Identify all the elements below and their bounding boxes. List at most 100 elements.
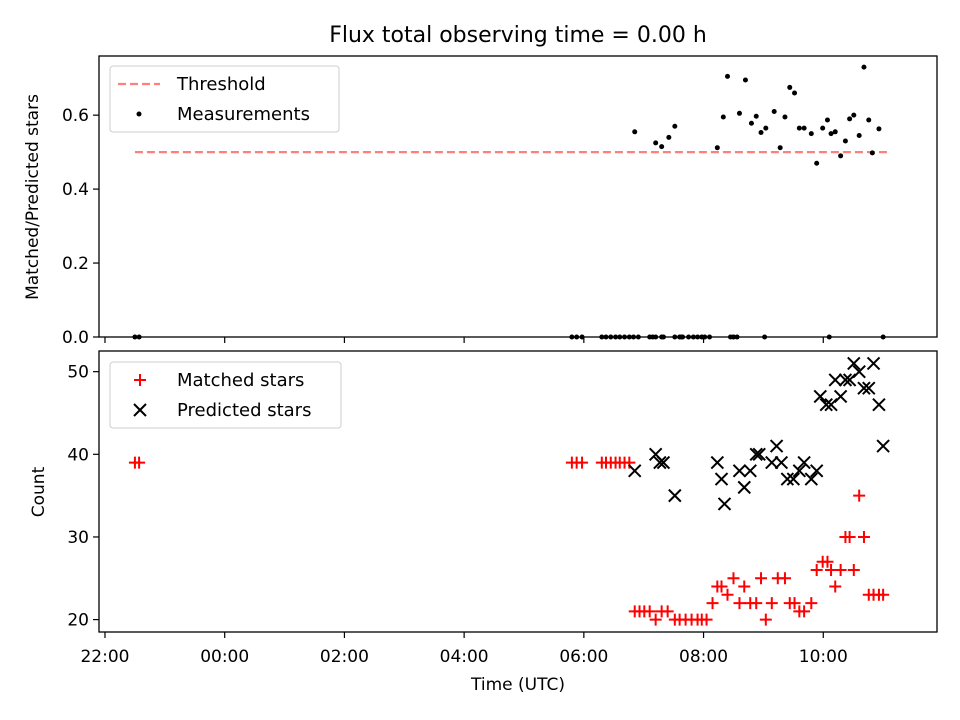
predicted-stars-point <box>857 381 871 395</box>
measurements-point <box>838 153 844 159</box>
matched-stars-point <box>661 605 674 618</box>
measurements-point <box>828 131 834 137</box>
measurements-point <box>742 77 748 83</box>
measurements-point <box>861 64 867 70</box>
matched-stars-point <box>738 580 751 593</box>
matched-stars-point <box>778 572 791 585</box>
predicted-stars-point <box>710 455 725 470</box>
bottom-y-axis: 20 30 40 50 <box>67 363 99 631</box>
top-y-axis-label: Matched/Predicted stars <box>23 94 43 300</box>
predicted-stars-point <box>833 389 848 404</box>
predicted-stars-point <box>786 472 801 486</box>
legend-predicted-label: Predicted stars <box>177 400 311 421</box>
measurements-point <box>787 84 793 90</box>
predicted-stars-point <box>813 389 827 404</box>
measurements-point <box>869 150 875 156</box>
predicted-stars-point <box>732 464 747 478</box>
y-tick-label: 0.4 <box>62 180 89 200</box>
matched-stars-point <box>643 605 656 618</box>
predicted-stars-point <box>872 398 886 412</box>
predicted-stars-point <box>656 455 671 470</box>
predicted-stars-point <box>852 364 866 379</box>
measurements-point <box>777 145 783 151</box>
predicted-stars-point <box>774 455 789 470</box>
predicted-stars-point <box>769 439 784 453</box>
measurements-point <box>666 134 672 140</box>
y-tick-label: 0.6 <box>62 106 89 126</box>
measurements-point <box>851 112 857 118</box>
matched-stars-point <box>576 456 589 469</box>
predicted-stars-point <box>668 488 682 503</box>
x-tick-label: 06:00 <box>559 647 608 667</box>
legend-measurements-label: Measurements <box>177 104 310 125</box>
predicted-stars-point <box>714 472 729 486</box>
measurements-point <box>653 140 659 146</box>
y-tick-label: 40 <box>67 445 89 465</box>
predicted-stars-point <box>797 455 811 470</box>
predicted-stars-point <box>847 356 861 371</box>
measurements-point <box>758 130 764 136</box>
y-tick-label: 0.2 <box>62 254 89 274</box>
bottom-legend: Matched stars Predicted stars <box>109 361 342 429</box>
measurements-point <box>725 73 730 79</box>
y-tick-label: 30 <box>67 528 89 548</box>
measurements-point <box>820 125 826 131</box>
measurements-point <box>796 125 802 131</box>
matched-stars-point <box>877 588 890 601</box>
matched-stars-point <box>733 597 746 610</box>
predicted-stars-point <box>866 356 881 371</box>
x-tick-label: 22:00 <box>80 647 129 667</box>
bottom-y-axis-label: Count <box>29 466 49 517</box>
y-tick-label: 20 <box>67 611 89 631</box>
legend-measurements-swatch <box>136 111 142 117</box>
x-tick-label: 10:00 <box>799 647 848 667</box>
y-tick-label: 50 <box>67 363 89 383</box>
measurements-point <box>832 129 838 135</box>
matched-stars-point <box>759 613 772 626</box>
legend-threshold-label: Threshold <box>176 74 266 95</box>
bottom-axes-frame <box>98 350 938 633</box>
measurements-point <box>782 114 788 120</box>
x-axis-label: Time (UTC) <box>470 675 565 695</box>
matched-stars-point <box>798 605 811 618</box>
predicted-stars-point <box>653 455 667 470</box>
bottom-panel: 20 30 40 50 22:00 00:00 02:00 04:00 06:00 08:00 1… <box>29 350 938 695</box>
top-x-tick-marks <box>104 337 824 343</box>
matched-stars-point <box>847 564 860 577</box>
bottom-x-axis: 22:00 00:00 02:00 04:00 06:00 08:00 10:00 <box>80 632 848 667</box>
predicted-stars-point <box>809 464 824 478</box>
matched-stars-point <box>133 456 146 469</box>
x-tick-label: 08:00 <box>679 647 728 667</box>
predicted-stars-point <box>765 455 779 470</box>
measurements-point <box>808 131 814 137</box>
matched-stars-point <box>706 597 719 610</box>
matched-stars-point <box>829 580 842 593</box>
matched-stars-point <box>649 613 662 626</box>
x-tick-label: 04:00 <box>440 647 489 667</box>
legend-predicted-swatch <box>133 403 147 417</box>
matched-stars-point <box>750 597 763 610</box>
predicted-stars-point <box>838 373 853 387</box>
x-tick-label: 02:00 <box>320 647 369 667</box>
measurements-point <box>672 123 678 129</box>
matched-stars-point <box>765 597 778 610</box>
matched-stars-point <box>727 572 740 585</box>
predicted-stars-point <box>862 381 876 395</box>
matched-stars-point <box>834 564 847 577</box>
measurements-point <box>763 125 769 131</box>
measurements-point <box>856 132 862 138</box>
predicted-stars-point <box>717 497 732 511</box>
matched-stars-point <box>805 597 818 610</box>
matched-stars-point <box>788 597 801 610</box>
matched-stars-point <box>700 613 713 626</box>
measurements-point <box>714 145 720 151</box>
measurements-point <box>876 126 882 132</box>
bottom-plot-area <box>128 356 890 626</box>
matched-stars-point <box>821 555 834 568</box>
predicted-stars-point <box>792 464 807 478</box>
predicted-stars-point <box>828 373 842 387</box>
top-y-axis: 0.0 0.2 0.4 0.6 <box>62 106 99 348</box>
predicted-stars-point <box>737 480 751 495</box>
matched-stars-point <box>853 489 866 502</box>
